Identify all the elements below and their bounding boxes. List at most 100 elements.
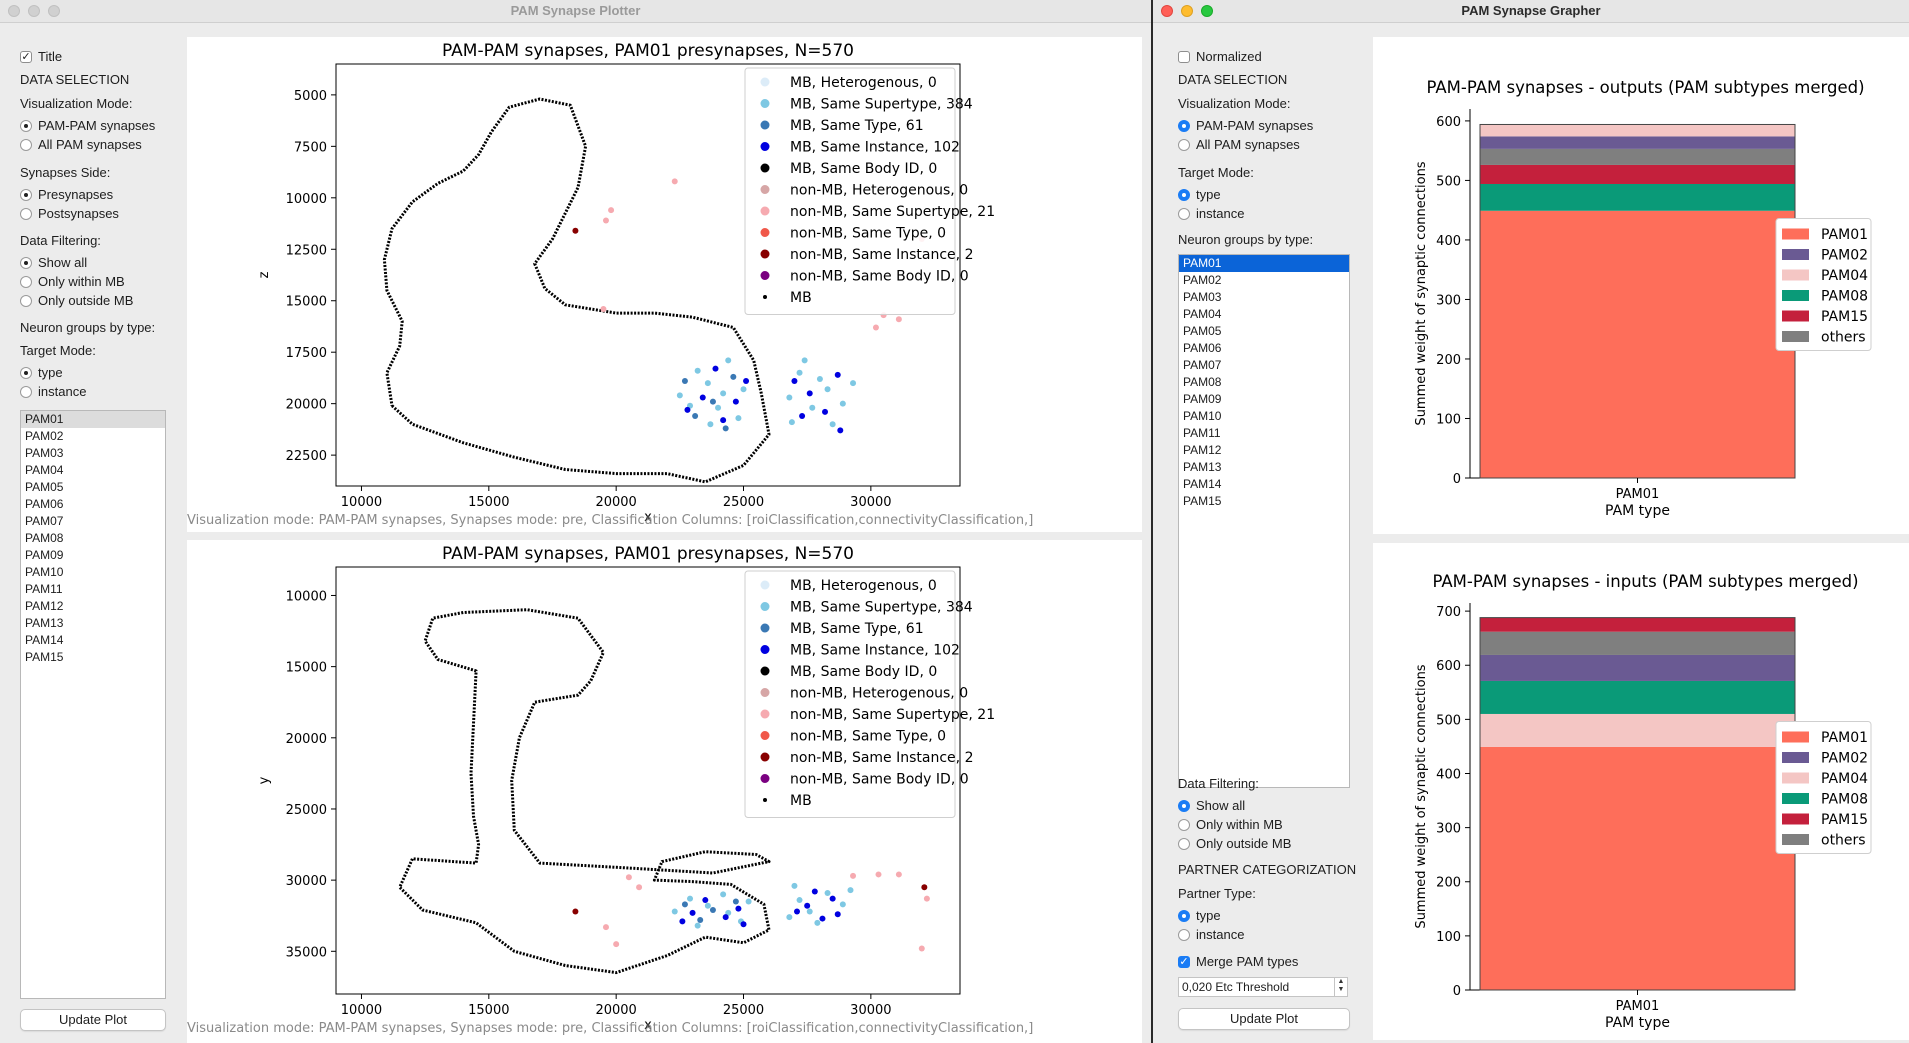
list-item[interactable]: PAM12 (25, 599, 64, 613)
list-item[interactable]: PAM15 (25, 650, 64, 664)
neuron-group-list[interactable]: PAM01 PAM02 PAM03 PAM04 PAM05 PAM06 PAM07 PAM08… (20, 410, 166, 999)
list-item[interactable]: PAM02 (25, 429, 64, 443)
radio-pam-pam-synapses[interactable]: PAM-PAM synapses (1178, 118, 1313, 133)
list-item[interactable]: PAM03 (1183, 290, 1222, 304)
radio-instance[interactable]: instance (1178, 927, 1244, 942)
radio-pam-pam-synapses[interactable]: PAM-PAM synapses (20, 118, 155, 133)
synapse-point (786, 394, 793, 401)
list-item[interactable]: PAM09 (25, 548, 64, 562)
synapse-point (839, 901, 846, 908)
legend-label: PAM15 (1821, 309, 1868, 325)
synapse-point (791, 378, 798, 385)
update-plot-button[interactable]: Update Plot (20, 1009, 166, 1031)
list-item[interactable]: PAM01 (21, 411, 165, 428)
list-item[interactable]: PAM06 (25, 497, 64, 511)
radio-presynapses[interactable]: Presynapses (20, 187, 113, 202)
legend-swatch (1782, 813, 1809, 825)
synapse-point (722, 425, 729, 432)
legend-label: MB, Same Body ID, 0 (790, 161, 937, 177)
radio-postsynapses[interactable]: Postsynapses (20, 206, 119, 221)
minimize-button[interactable] (28, 5, 40, 17)
x-tick-label: 25000 (723, 495, 764, 510)
radio-show-all[interactable]: Show all (1178, 798, 1245, 813)
list-item[interactable]: PAM08 (25, 531, 64, 545)
list-item[interactable]: PAM13 (1183, 460, 1222, 474)
radio-show-all[interactable]: Show all (20, 255, 87, 270)
threshold-spinbox[interactable]: 0,020 Etc Threshold ▲ ▼ (1178, 977, 1348, 997)
stepper-arrows-icon[interactable]: ▲ ▼ (1334, 978, 1347, 996)
x-axis-label: PAM type (1605, 503, 1670, 519)
neuron-groups-label: Neuron groups by type: (1178, 232, 1314, 247)
list-item[interactable]: PAM14 (25, 633, 64, 647)
list-item[interactable]: PAM03 (25, 446, 64, 460)
list-item[interactable]: PAM10 (25, 565, 64, 579)
zoom-button[interactable] (1201, 5, 1213, 17)
list-item[interactable]: PAM09 (1183, 392, 1222, 406)
list-item[interactable]: PAM05 (25, 480, 64, 494)
data-filtering-label: Data Filtering: (1178, 776, 1259, 791)
radio-all-pam-synapses[interactable]: All PAM synapses (1178, 137, 1300, 152)
list-item[interactable]: PAM05 (1183, 324, 1222, 338)
close-button[interactable] (8, 5, 20, 17)
synapse-point (806, 390, 813, 397)
legend-swatch (1782, 752, 1809, 763)
legend-marker (760, 752, 770, 762)
list-item[interactable]: PAM13 (25, 616, 64, 630)
title-checkbox[interactable]: ✓ Title (20, 49, 62, 64)
radio-only-outside-mb[interactable]: Only outside MB (1178, 836, 1291, 851)
list-item[interactable]: PAM15 (1183, 494, 1222, 508)
legend-marker (763, 798, 767, 802)
synapse-point (687, 895, 694, 902)
radio-instance[interactable]: instance (1178, 206, 1244, 221)
radio-only-within-mb[interactable]: Only within MB (20, 274, 125, 289)
x-tick-label: 30000 (850, 1003, 891, 1018)
merge-pam-types-checkbox[interactable]: ✓ Merge PAM types (1178, 954, 1298, 969)
plot-frame (335, 566, 961, 995)
close-button[interactable] (1161, 5, 1173, 17)
legend-label: MB, Same Type, 61 (790, 621, 924, 637)
list-item[interactable]: PAM14 (1183, 477, 1222, 491)
y-tick-label: 500 (1436, 713, 1461, 728)
update-plot-button[interactable]: Update Plot (1178, 1008, 1350, 1030)
synapse-point (681, 901, 688, 908)
list-item[interactable]: PAM02 (1183, 273, 1222, 287)
radio-label: Only within MB (38, 274, 125, 289)
list-item[interactable]: PAM07 (25, 514, 64, 528)
list-item[interactable]: PAM01 (1179, 255, 1349, 272)
y-tick-label: 30000 (286, 874, 327, 889)
list-item[interactable]: PAM11 (1183, 426, 1221, 440)
list-item[interactable]: PAM04 (25, 463, 64, 477)
radio-all-pam-synapses[interactable]: All PAM synapses (20, 137, 142, 152)
chart-title: PAM-PAM synapses - outputs (PAM subtypes… (1426, 78, 1864, 97)
list-item[interactable]: PAM04 (1183, 307, 1222, 321)
minimize-button[interactable] (1181, 5, 1193, 17)
radio-type[interactable]: type (1178, 908, 1221, 923)
synapse-point (806, 908, 813, 915)
legend-marker (760, 271, 770, 280)
legend-box (744, 570, 956, 818)
radio-button-icon (1178, 119, 1190, 132)
neuron-group-list[interactable]: PAM01 PAM02 PAM03 PAM04 PAM05 PAM06 PAM07 PAM08… (1178, 254, 1350, 788)
list-item[interactable]: PAM06 (1183, 341, 1222, 355)
legend-label: non-MB, Heterogenous, 0 (790, 183, 968, 199)
radio-type[interactable]: type (1178, 187, 1221, 202)
radio-only-within-mb[interactable]: Only within MB (1178, 817, 1283, 832)
bar-segment-pam15 (1480, 617, 1795, 632)
synapse-point (811, 888, 818, 895)
zoom-button[interactable] (48, 5, 60, 17)
list-item[interactable]: PAM10 (1183, 409, 1222, 423)
normalized-checkbox[interactable]: Normalized (1178, 49, 1262, 64)
list-item[interactable]: PAM08 (1183, 375, 1222, 389)
list-item[interactable]: PAM07 (1183, 358, 1222, 372)
radio-type[interactable]: type (20, 365, 63, 380)
list-item[interactable]: PAM12 (1183, 443, 1222, 457)
list-item[interactable]: PAM11 (25, 582, 63, 596)
status-text-bottom: Visualization mode: PAM-PAM synapses, Sy… (187, 1021, 1034, 1036)
radio-only-outside-mb[interactable]: Only outside MB (20, 293, 133, 308)
merge-pam-types-label: Merge PAM types (1196, 954, 1299, 969)
title-checkbox-label: Title (38, 49, 63, 64)
y-tick-label: 300 (1436, 293, 1461, 308)
radio-instance[interactable]: instance (20, 384, 86, 399)
legend-marker (760, 228, 770, 237)
checkmark-icon: ✓ (1178, 955, 1190, 968)
